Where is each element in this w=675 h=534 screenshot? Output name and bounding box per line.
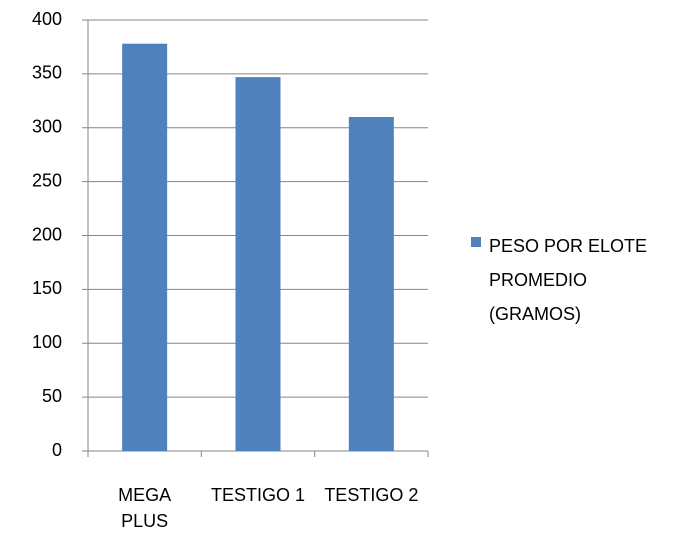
x-tick-label: TESTIGO 1 <box>210 485 306 505</box>
x-tick-label: TESTIGO 2 <box>324 485 419 505</box>
y-tick-label: 400 <box>32 9 62 29</box>
y-tick-label: 50 <box>42 386 62 406</box>
bar <box>235 77 281 452</box>
y-tick-label: 350 <box>32 63 62 83</box>
bar <box>348 116 394 451</box>
legend-swatch <box>471 237 481 247</box>
y-tick-label: 200 <box>32 224 62 244</box>
bar <box>122 43 168 451</box>
y-tick-label: 150 <box>32 278 62 298</box>
y-tick-label: 300 <box>32 117 62 137</box>
legend-label: PESO POR ELOTE PROMEDIO (GRAMOS) <box>489 236 648 324</box>
y-tick-label: 0 <box>52 440 62 460</box>
x-tick-label: MEGA PLUS <box>118 485 172 531</box>
y-tick-label: 250 <box>32 170 62 190</box>
y-tick-label: 100 <box>32 332 62 352</box>
